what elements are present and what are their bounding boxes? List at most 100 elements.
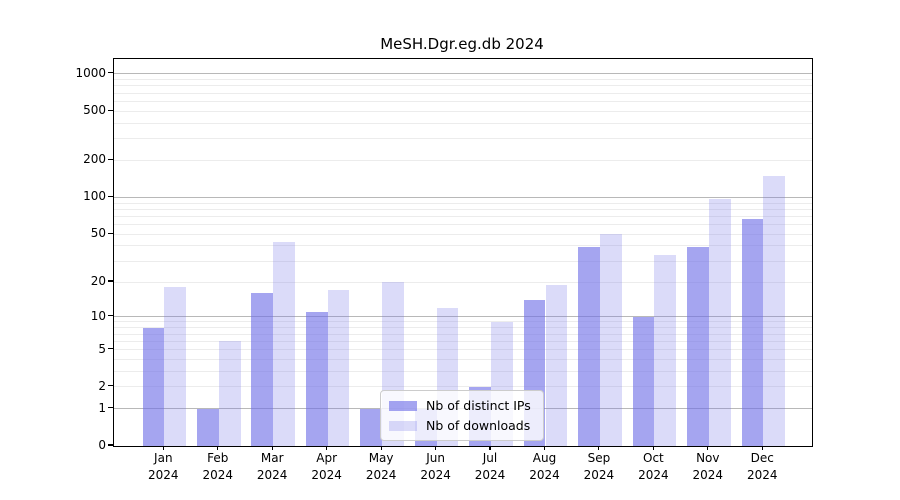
y-tick-label: 0 xyxy=(98,438,106,452)
x-tick-mark xyxy=(380,446,382,450)
x-tick-mark xyxy=(707,446,709,450)
x-tick-mark xyxy=(652,446,654,450)
gridline-minor xyxy=(114,358,812,360)
x-tick-mark xyxy=(761,446,763,450)
bar-downloads xyxy=(164,287,187,446)
bar-downloads xyxy=(545,284,568,446)
gridline-minor xyxy=(114,260,812,262)
y-tick-label: 200 xyxy=(83,152,106,167)
bar-downloads xyxy=(327,290,350,446)
gridline-minor xyxy=(114,100,812,102)
x-tick-mark xyxy=(162,446,164,450)
legend-swatch-distinct-ips-icon xyxy=(389,400,417,411)
gridline-major xyxy=(114,316,812,318)
bar-downloads xyxy=(599,234,622,446)
bar-downloads xyxy=(654,254,677,446)
bar-distinct-ips xyxy=(197,408,219,446)
y-tick-mark xyxy=(108,385,113,387)
gridline-minor xyxy=(114,349,812,350)
y-tick-label: 1000 xyxy=(75,65,106,80)
bar-distinct-ips xyxy=(687,247,709,446)
bar-distinct-ips xyxy=(251,293,274,446)
bar-distinct-ips xyxy=(305,312,328,446)
y-tick-label: 500 xyxy=(83,103,106,118)
legend-item-downloads: Nb of downloads xyxy=(389,417,531,434)
y-tick-mark xyxy=(108,280,113,282)
gridline-minor xyxy=(114,333,812,335)
y-tick-label: 100 xyxy=(83,189,106,204)
y-tick-mark xyxy=(108,72,113,74)
gridline-minor xyxy=(114,85,812,87)
x-tick-mark xyxy=(326,446,328,450)
legend-label-downloads: Nb of downloads xyxy=(426,418,531,433)
legend-label-distinct-ips: Nb of distinct IPs xyxy=(426,398,531,413)
x-tick-label: Jan 2024 xyxy=(148,451,179,482)
gridline-minor xyxy=(114,159,812,161)
y-tick-mark xyxy=(108,444,113,446)
x-tick-label: Dec 2024 xyxy=(747,451,778,482)
bar-downloads xyxy=(218,341,241,446)
gridline-minor xyxy=(114,79,812,80)
gridline-minor xyxy=(114,281,812,283)
gridline-minor xyxy=(114,122,812,124)
gridline-minor xyxy=(114,340,812,342)
y-tick-label: 50 xyxy=(90,226,106,241)
gridline-minor xyxy=(114,138,812,139)
gridline-minor xyxy=(114,202,812,204)
bar-distinct-ips xyxy=(741,218,764,446)
gridline-minor xyxy=(114,245,812,247)
x-tick-label: Feb 2024 xyxy=(202,451,234,482)
x-tick-mark xyxy=(271,446,273,450)
y-tick-label: 1 xyxy=(98,400,106,415)
legend-item-distinct-ips: Nb of distinct IPs xyxy=(389,397,531,414)
bar-distinct-ips xyxy=(142,327,165,446)
gridline-major xyxy=(114,196,812,198)
x-tick-label: Jun 2024 xyxy=(420,451,451,482)
x-tick-mark xyxy=(217,446,219,450)
legend-swatch-downloads-icon xyxy=(389,420,417,431)
gridline-minor xyxy=(114,321,812,323)
x-tick-label: Mar 2024 xyxy=(256,451,288,482)
y-tick-mark xyxy=(108,232,113,234)
gridline-minor xyxy=(114,224,812,225)
x-tick-label: Sep 2024 xyxy=(583,451,615,482)
y-tick-mark xyxy=(108,109,113,111)
legend: Nb of distinct IPs Nb of downloads xyxy=(380,390,544,441)
y-tick-mark xyxy=(108,158,113,160)
y-tick-label: 5 xyxy=(98,341,106,356)
gridline-major xyxy=(114,73,812,75)
bar-distinct-ips xyxy=(632,316,655,446)
x-tick-mark xyxy=(598,446,600,450)
bar-distinct-ips xyxy=(360,408,383,446)
y-tick-mark xyxy=(108,347,113,350)
y-tick-label: 20 xyxy=(90,274,106,288)
chart-title: MeSH.Dgr.eg.db 2024 xyxy=(380,35,544,53)
x-tick-label: Aug 2024 xyxy=(529,451,560,482)
y-tick-mark xyxy=(108,315,113,317)
gridline-minor xyxy=(114,110,812,112)
bar-downloads xyxy=(708,199,731,446)
x-tick-label: Nov 2024 xyxy=(692,451,724,482)
gridline-minor xyxy=(114,215,812,217)
gridline-minor xyxy=(114,386,812,388)
gridline-minor xyxy=(114,233,812,235)
y-tick-label: 2 xyxy=(98,378,106,393)
plot-area xyxy=(113,58,813,447)
x-tick-label: Oct 2024 xyxy=(638,451,669,482)
x-tick-label: May 2024 xyxy=(365,451,397,482)
gridline-minor xyxy=(114,208,812,210)
bar-downloads xyxy=(763,176,786,446)
gridline-minor xyxy=(114,370,812,372)
x-tick-mark xyxy=(543,446,546,450)
y-tick-label: 10 xyxy=(90,308,106,323)
y-tick-mark xyxy=(108,407,113,409)
y-tick-mark xyxy=(108,195,113,197)
bar-downloads xyxy=(273,242,295,446)
x-tick-mark xyxy=(489,446,491,450)
gridline-minor xyxy=(114,92,812,94)
bar-distinct-ips xyxy=(578,247,600,446)
x-tick-label: Jul 2024 xyxy=(474,451,506,482)
x-tick-label: Apr 2024 xyxy=(311,451,342,482)
x-tick-mark xyxy=(434,446,437,450)
